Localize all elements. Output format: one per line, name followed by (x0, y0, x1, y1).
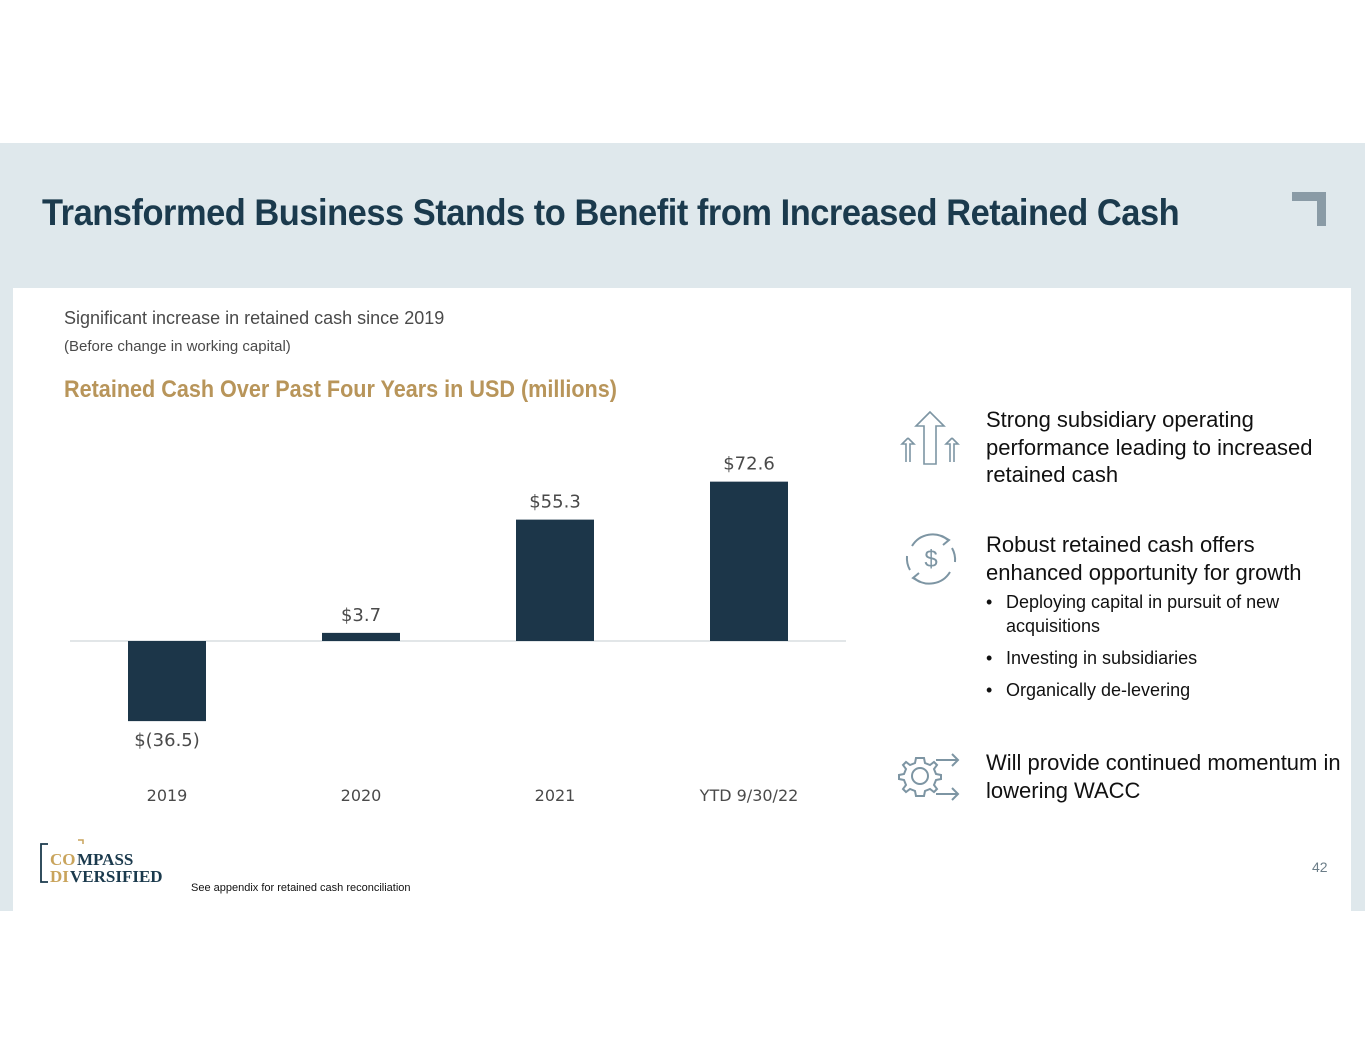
category-label-3: YTD 9/30/22 (699, 786, 799, 805)
growth-arrows-icon (900, 410, 960, 465)
gear-arrows-icon (898, 753, 960, 801)
bar-0 (128, 641, 206, 722)
bar-1 (322, 632, 400, 641)
dollar-cycle-icon: $ (905, 533, 957, 585)
bar-3 (710, 481, 788, 641)
page-title: Transformed Business Stands to Benefit f… (42, 192, 1180, 233)
footnote: See appendix for retained cash reconcili… (191, 882, 411, 894)
svg-text:DI: DI (50, 867, 69, 886)
section-subnote: (Before change in working capital) (64, 338, 291, 355)
page-number: 42 (1312, 859, 1328, 875)
section-subtitle: Significant increase in retained cash si… (64, 308, 445, 328)
svg-text:VERSIFIED: VERSIFIED (70, 867, 163, 886)
category-label-0: 2019 (147, 786, 188, 805)
data-label-3: $72.6 (723, 454, 775, 475)
category-label-2: 2021 (535, 786, 576, 805)
svg-text:$: $ (924, 546, 937, 573)
point-3-text: Will provide continued momentum in lower… (986, 750, 1341, 803)
chart-title: Retained Cash Over Past Four Years in US… (64, 376, 617, 403)
sub-item-delevering: Organically de-levering (986, 678, 1336, 702)
svg-text:CO: CO (50, 850, 76, 869)
sub-item-subsidiaries: Investing in subsidiaries (986, 646, 1336, 670)
point-2-text: Robust retained cash offers enhanced opp… (986, 532, 1302, 585)
bar-2 (516, 519, 594, 641)
sub-item-acquisitions: Deploying capital in pursuit of new acqu… (986, 590, 1336, 638)
compass-diversified-logo: CO MPASS DI VERSIFIED (40, 839, 163, 886)
data-label-0: $(36.5) (134, 730, 200, 751)
corner-bracket-icon (1292, 192, 1326, 226)
data-label-2: $55.3 (529, 492, 581, 513)
data-label-1: $3.7 (341, 605, 381, 626)
category-label-1: 2020 (341, 786, 382, 805)
svg-text:MPASS: MPASS (77, 850, 133, 869)
point-1-text: Strong subsidiary operating performance … (986, 407, 1313, 487)
